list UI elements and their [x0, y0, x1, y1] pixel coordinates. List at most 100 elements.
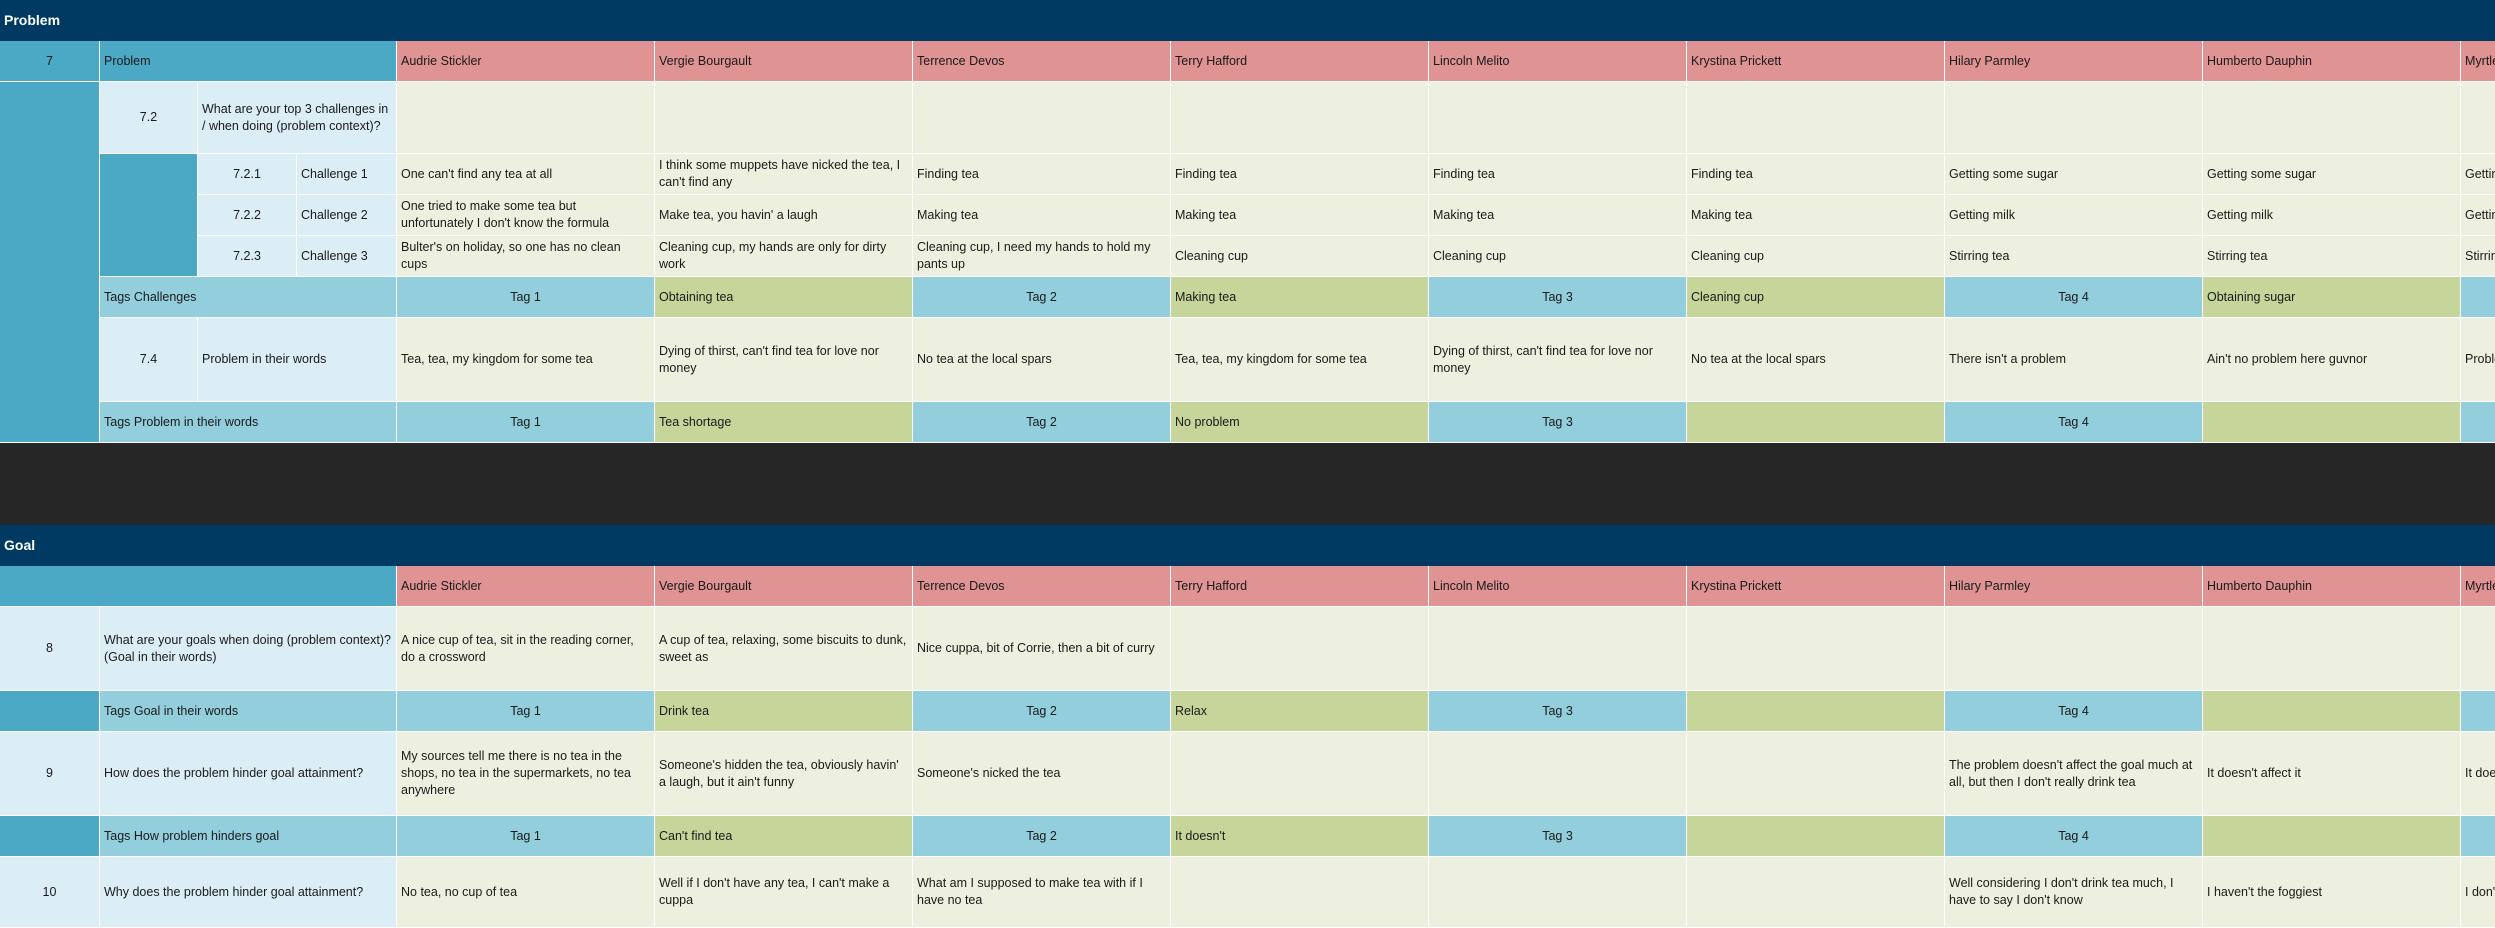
row-number-7[interactable]: 7 [0, 41, 100, 82]
answer-challenge-3[interactable]: Cleaning cup, I need my hands to hold my… [913, 236, 1171, 277]
participant-name[interactable]: Myrtle [2461, 566, 2495, 607]
answer-problem-words[interactable]: Ain't no problem here guvnor [2203, 318, 2461, 402]
answer-goal-words[interactable] [2461, 607, 2495, 691]
answer-hinder[interactable] [1687, 732, 1945, 816]
tag-challenges[interactable]: Tag 4 [1945, 277, 2203, 318]
question-text-8[interactable]: What are your goals when doing (problem … [100, 607, 397, 691]
question-number-7-4[interactable]: 7.4 [100, 318, 198, 402]
tag-goal[interactable]: Relax [1171, 691, 1429, 732]
answer-challenge-1[interactable]: Finding tea [1171, 154, 1429, 195]
tag-goal[interactable] [1687, 691, 1945, 732]
answer-problem-words[interactable]: Dying of thirst, can't find tea for love… [1429, 318, 1687, 402]
participant-name[interactable]: Terrence Devos [913, 41, 1171, 82]
tag-problem[interactable] [2203, 402, 2461, 443]
answer-challenge-1[interactable]: Finding tea [1687, 154, 1945, 195]
tags-challenges-label[interactable]: Tags Challenges [100, 277, 397, 318]
challenge-label-2[interactable]: Challenge 2 [297, 195, 397, 236]
participant-name[interactable]: Terry Hafford [1171, 41, 1429, 82]
participant-name[interactable]: Lincoln Melito [1429, 566, 1687, 607]
answer-why-hinder[interactable] [1171, 857, 1429, 928]
answer-hinder[interactable]: The problem doesn't affect the goal much… [1945, 732, 2203, 816]
answer-challenge-2[interactable]: Getting [2461, 195, 2495, 236]
tag-hinder[interactable] [1687, 816, 1945, 857]
answer-challenge-1[interactable]: Getting [2461, 154, 2495, 195]
tag-problem[interactable] [2461, 402, 2495, 443]
answer-problem-words[interactable]: There isn't a problem [1945, 318, 2203, 402]
answer-why-hinder[interactable] [1429, 857, 1687, 928]
tag-challenges[interactable]: Obtaining sugar [2203, 277, 2461, 318]
challenge-number-1[interactable]: 7.2.1 [198, 154, 297, 195]
question-text-7-4[interactable]: Problem in their words [198, 318, 397, 402]
question-number-8[interactable]: 8 [0, 607, 100, 691]
participant-name[interactable]: Terry Hafford [1171, 566, 1429, 607]
question-text-10[interactable]: Why does the problem hinder goal attainm… [100, 857, 397, 928]
answer-goal-words[interactable]: A nice cup of tea, sit in the reading co… [397, 607, 655, 691]
tag-hinder[interactable] [2461, 816, 2495, 857]
answer-why-hinder[interactable]: No tea, no cup of tea [397, 857, 655, 928]
participant-name[interactable]: Humberto Dauphin [2203, 41, 2461, 82]
answer-7-2[interactable] [1687, 82, 1945, 154]
tag-challenges[interactable]: Cleaning cup [1687, 277, 1945, 318]
section-header-problem[interactable]: Problem [0, 0, 2495, 41]
challenge-number-3[interactable]: 7.2.3 [198, 236, 297, 277]
participant-name[interactable]: Terrence Devos [913, 566, 1171, 607]
tag-hinder[interactable]: Can't find tea [655, 816, 913, 857]
answer-7-2[interactable] [655, 82, 913, 154]
tags-row-stub[interactable] [0, 816, 100, 857]
tag-goal[interactable]: Tag 2 [913, 691, 1171, 732]
answer-challenge-2[interactable]: Getting milk [2203, 195, 2461, 236]
answer-challenge-3[interactable]: Stirring tea [2203, 236, 2461, 277]
tag-challenges[interactable]: Tag 2 [913, 277, 1171, 318]
answer-challenge-1[interactable]: One can't find any tea at all [397, 154, 655, 195]
tag-goal[interactable]: Tag 4 [1945, 691, 2203, 732]
tags-row-stub[interactable] [0, 691, 100, 732]
tag-hinder[interactable]: Tag 3 [1429, 816, 1687, 857]
tag-challenges[interactable]: Tag 1 [397, 277, 655, 318]
answer-problem-words[interactable]: No tea at the local spars [913, 318, 1171, 402]
answer-why-hinder[interactable]: I don't [2461, 857, 2495, 928]
participant-name[interactable]: Audrie Stickler [397, 566, 655, 607]
answer-challenge-2[interactable]: One tried to make some tea but unfortuna… [397, 195, 655, 236]
answer-challenge-1[interactable]: I think some muppets have nicked the tea… [655, 154, 913, 195]
participant-name[interactable]: Vergie Bourgault [655, 41, 913, 82]
tag-problem[interactable]: Tag 2 [913, 402, 1171, 443]
answer-challenge-2[interactable]: Getting milk [1945, 195, 2203, 236]
answer-goal-words[interactable] [2203, 607, 2461, 691]
tag-challenges[interactable]: Making tea [1171, 277, 1429, 318]
answer-challenge-3[interactable]: Cleaning cup, my hands are only for dirt… [655, 236, 913, 277]
tag-problem[interactable]: Tag 1 [397, 402, 655, 443]
answer-hinder[interactable]: It does [2461, 732, 2495, 816]
tag-problem[interactable]: Tag 4 [1945, 402, 2203, 443]
tag-goal[interactable] [2203, 691, 2461, 732]
tag-hinder[interactable]: Tag 2 [913, 816, 1171, 857]
answer-7-2[interactable] [913, 82, 1171, 154]
participant-name[interactable]: Hilary Parmley [1945, 41, 2203, 82]
answer-hinder[interactable] [1171, 732, 1429, 816]
answer-goal-words[interactable] [1171, 607, 1429, 691]
tag-challenges[interactable]: Obtaining tea [655, 277, 913, 318]
answer-goal-words[interactable]: A cup of tea, relaxing, some biscuits to… [655, 607, 913, 691]
answer-7-2[interactable] [2203, 82, 2461, 154]
answer-challenge-1[interactable]: Getting some sugar [2203, 154, 2461, 195]
row-label-problem[interactable]: Problem [100, 41, 397, 82]
answer-hinder[interactable]: It doesn't affect it [2203, 732, 2461, 816]
tag-problem[interactable]: Tea shortage [655, 402, 913, 443]
answer-hinder[interactable]: My sources tell me there is no tea in th… [397, 732, 655, 816]
question-text-9[interactable]: How does the problem hinder goal attainm… [100, 732, 397, 816]
participant-name[interactable]: Humberto Dauphin [2203, 566, 2461, 607]
question-number-9[interactable]: 9 [0, 732, 100, 816]
answer-goal-words[interactable] [1687, 607, 1945, 691]
answer-challenge-2[interactable]: Making tea [1687, 195, 1945, 236]
answer-challenge-3[interactable]: Stirring [2461, 236, 2495, 277]
tag-problem[interactable] [1687, 402, 1945, 443]
tag-hinder[interactable]: It doesn't [1171, 816, 1429, 857]
tag-challenges[interactable]: Tag 3 [1429, 277, 1687, 318]
tags-hinder-label[interactable]: Tags How problem hinders goal [100, 816, 397, 857]
answer-challenge-1[interactable]: Finding tea [913, 154, 1171, 195]
challenge-number-2[interactable]: 7.2.2 [198, 195, 297, 236]
answer-challenge-2[interactable]: Make tea, you havin' a laugh [655, 195, 913, 236]
tag-problem[interactable]: No problem [1171, 402, 1429, 443]
tag-goal[interactable] [2461, 691, 2495, 732]
answer-hinder[interactable]: Someone's hidden the tea, obviously havi… [655, 732, 913, 816]
tag-goal[interactable]: Drink tea [655, 691, 913, 732]
